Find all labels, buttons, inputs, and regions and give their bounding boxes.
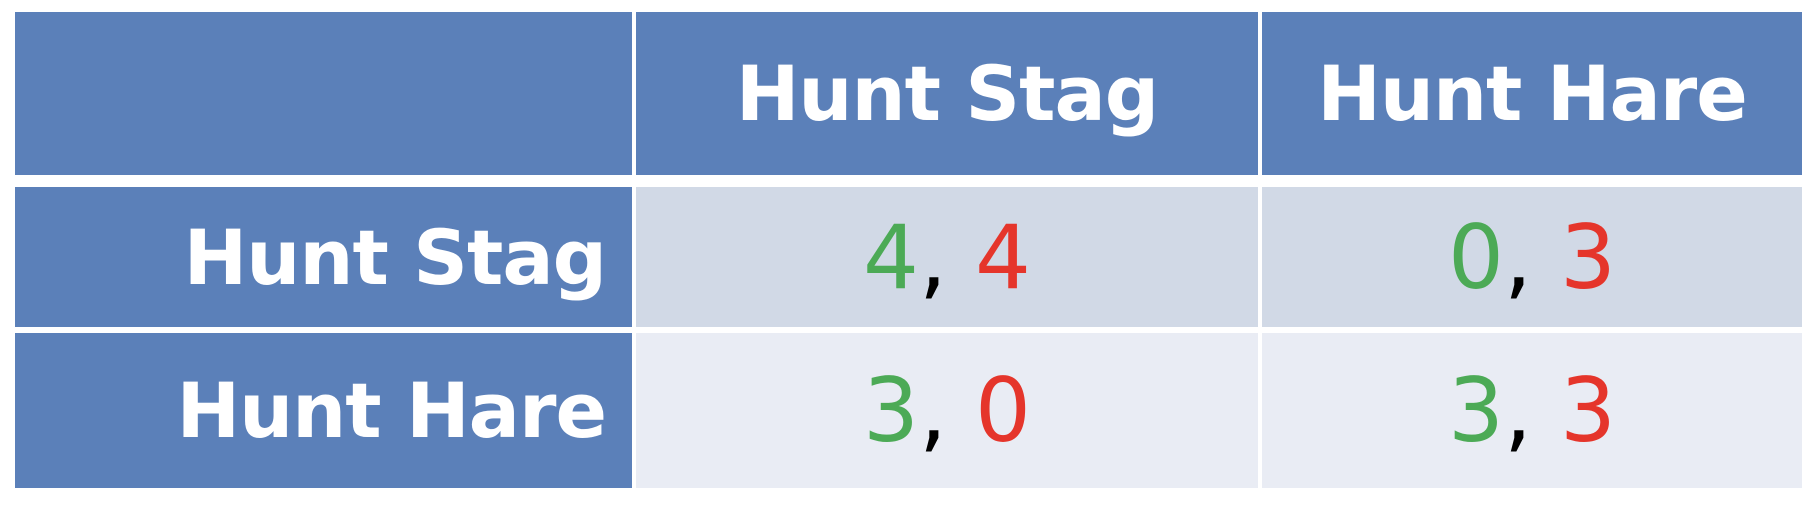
payoff-cell-stag-stag: 4, 4	[636, 187, 1258, 327]
player1-payoff: 3	[1448, 359, 1505, 462]
corner-cell	[15, 12, 632, 175]
player2-payoff: 3	[1559, 359, 1616, 462]
player2-payoff: 0	[974, 359, 1031, 462]
player2-payoff: 4	[974, 205, 1031, 309]
payoff-separator: ,	[919, 359, 947, 462]
payoff-separator: ,	[1504, 359, 1532, 462]
row-header-hunt-stag: Hunt Stag	[15, 187, 632, 327]
player2-payoff: 3	[1559, 205, 1616, 309]
payoff-matrix: Hunt Stag Hunt Hare Hunt Stag 4, 4 0, 3 …	[15, 12, 1802, 502]
row-header-hunt-hare: Hunt Hare	[15, 333, 632, 488]
player1-payoff: 3	[863, 359, 920, 462]
column-header-hunt-stag: Hunt Stag	[636, 12, 1258, 175]
player1-payoff: 4	[863, 205, 920, 309]
payoff-separator: ,	[919, 205, 947, 309]
payoff-cell-hare-hare: 3, 3	[1262, 333, 1802, 488]
payoff-separator: ,	[1504, 205, 1532, 309]
player1-payoff: 0	[1448, 205, 1505, 309]
payoff-cell-hare-stag: 3, 0	[636, 333, 1258, 488]
column-header-hunt-hare: Hunt Hare	[1262, 12, 1802, 175]
payoff-cell-stag-hare: 0, 3	[1262, 187, 1802, 327]
